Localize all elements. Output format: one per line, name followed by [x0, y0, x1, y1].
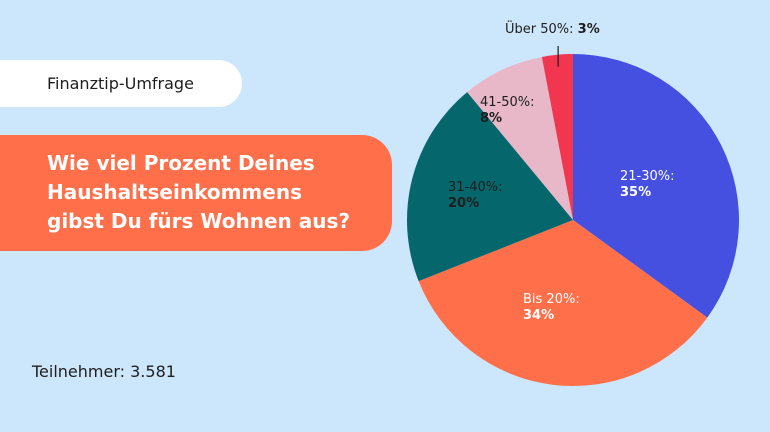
slice-label-bis-20: Bis 20%: — [523, 292, 580, 307]
slice-label-31-40: 31-40%: — [448, 180, 503, 195]
slice-label-41-50: 41-50%: — [480, 95, 535, 110]
slice-value-ber-50: 3% — [578, 22, 600, 37]
question-line-1: Wie viel Prozent Deines — [47, 151, 315, 175]
slice-label-ber-50: Über 50%: 3% — [505, 20, 600, 37]
pie-slice-21-30 — [573, 54, 739, 318]
question-line-3: gibst Du fürs Wohnen aus? — [47, 209, 350, 233]
pie-slice-bis-20 — [418, 220, 708, 386]
source-badge: Finanztip-Umfrage — [0, 60, 242, 107]
slice-label-21-30: 21-30%: — [620, 169, 675, 184]
question-banner: Wie viel Prozent Deines Haushaltseinkomm… — [0, 135, 392, 251]
question-line-2: Haushaltseinkommens — [47, 180, 302, 204]
pie-slice-41-50 — [467, 56, 573, 221]
pie-slice-ber-50 — [541, 54, 573, 220]
slice-value-bis-20: 34% — [523, 308, 554, 323]
source-label: Finanztip-Umfrage — [47, 74, 194, 93]
participants-count: Teilnehmer: 3.581 — [32, 362, 176, 381]
slice-value-21-30: 35% — [620, 185, 651, 200]
slice-value-31-40: 20% — [448, 196, 479, 211]
pie-slice-31-40 — [406, 92, 573, 282]
slice-value-41-50: 8% — [480, 111, 502, 126]
